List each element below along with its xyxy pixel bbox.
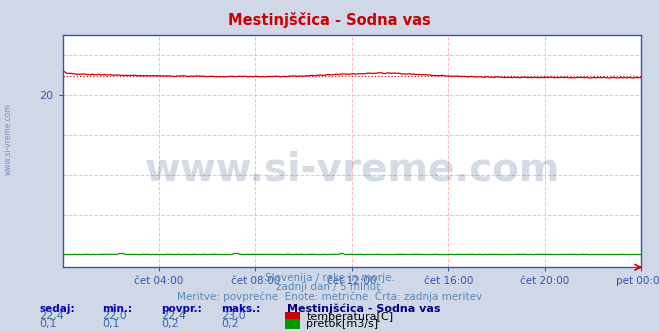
- Text: 22,4: 22,4: [40, 311, 65, 321]
- Text: Mestinjščica - Sodna vas: Mestinjščica - Sodna vas: [228, 12, 431, 28]
- Text: 23,0: 23,0: [221, 311, 245, 321]
- Text: sedaj:: sedaj:: [40, 304, 75, 314]
- Text: maks.:: maks.:: [221, 304, 260, 314]
- Text: 22,0: 22,0: [102, 311, 127, 321]
- Text: temperatura[C]: temperatura[C]: [306, 312, 393, 322]
- Text: 0,2: 0,2: [161, 319, 179, 329]
- Text: Slovenija / reke in morje.: Slovenija / reke in morje.: [264, 273, 395, 283]
- Text: 0,2: 0,2: [221, 319, 239, 329]
- Text: 22,4: 22,4: [161, 311, 186, 321]
- Text: 0,1: 0,1: [40, 319, 57, 329]
- Text: povpr.:: povpr.:: [161, 304, 202, 314]
- Text: 0,1: 0,1: [102, 319, 120, 329]
- Text: Mestinjšćica - Sodna vas: Mestinjšćica - Sodna vas: [287, 303, 440, 314]
- Text: www.si-vreme.com: www.si-vreme.com: [144, 151, 559, 189]
- Text: Meritve: povprečne  Enote: metrične  Črta: zadnja meritev: Meritve: povprečne Enote: metrične Črta:…: [177, 290, 482, 302]
- Text: pretok[m3/s]: pretok[m3/s]: [306, 319, 378, 329]
- Text: www.si-vreme.com: www.si-vreme.com: [4, 104, 13, 175]
- Text: min.:: min.:: [102, 304, 132, 314]
- Text: zadnji dan / 5 minut.: zadnji dan / 5 minut.: [275, 283, 384, 292]
